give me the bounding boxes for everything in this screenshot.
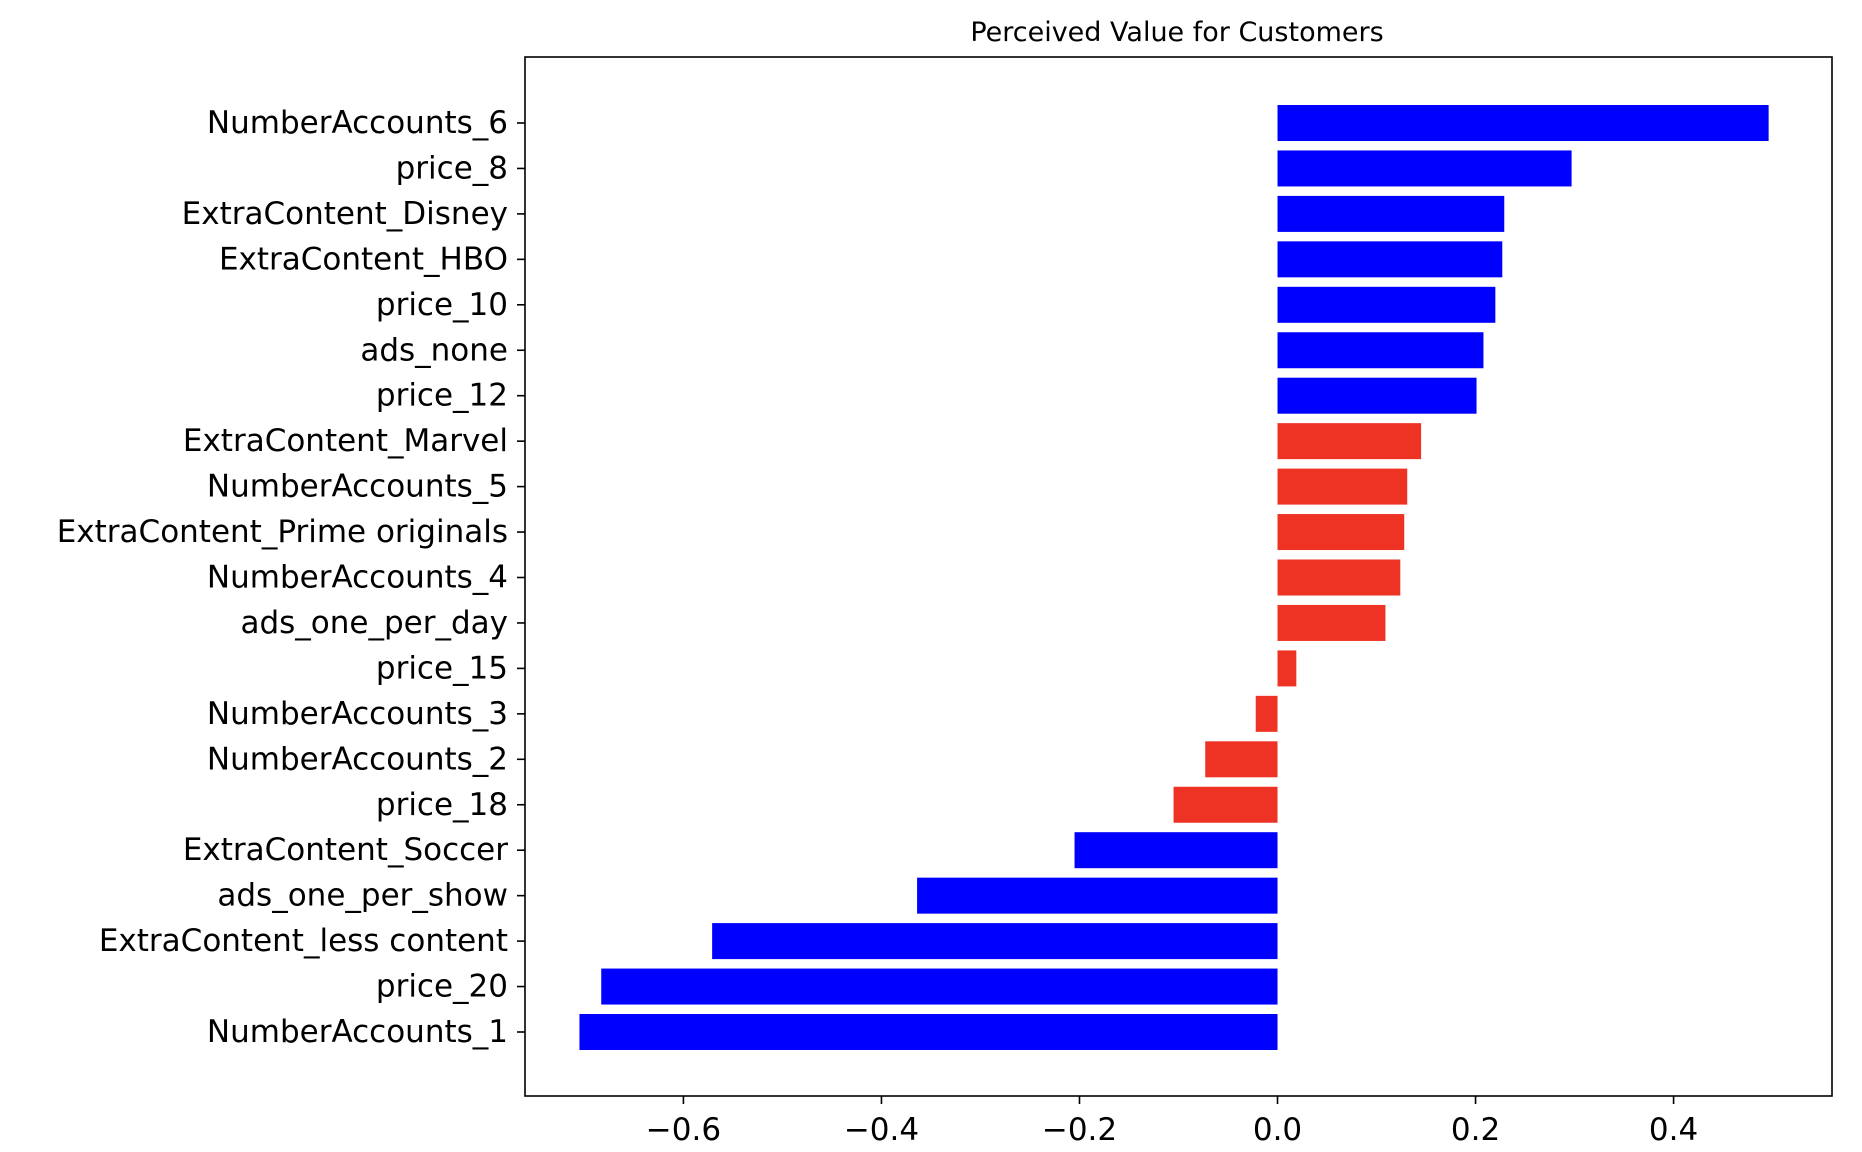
x-tick-label: 0.4 [1649, 1112, 1698, 1148]
x-tick-label: 0.0 [1253, 1112, 1302, 1148]
y-tick-label: price_10 [376, 287, 508, 323]
x-tick-label: 0.2 [1451, 1112, 1500, 1148]
y-tick-label: price_18 [376, 787, 508, 823]
bar [1277, 377, 1477, 414]
y-tick-label: ExtraContent_HBO [219, 241, 508, 277]
bar [1277, 241, 1503, 278]
y-tick-label: ExtraContent_Disney [182, 196, 508, 232]
y-tick-label: NumberAccounts_1 [207, 1014, 508, 1050]
y-tick-label: price_8 [396, 150, 508, 186]
bars-layer [579, 105, 1769, 1050]
bar [1277, 650, 1297, 687]
bar [1277, 423, 1422, 460]
y-tick-label: ExtraContent_Marvel [183, 423, 508, 459]
x-tick-label: −0.6 [646, 1112, 721, 1148]
bar [712, 923, 1278, 960]
bar [1205, 741, 1278, 778]
y-tick-label: NumberAccounts_4 [207, 560, 508, 596]
bar [1277, 195, 1505, 232]
plot-frame [524, 56, 1833, 1097]
bar [1277, 559, 1401, 596]
bar [1277, 468, 1408, 505]
x-axis: −0.6 −0.4 −0.2 0.0 0.2 0.4 [646, 1096, 1698, 1148]
bar [1277, 604, 1386, 641]
y-tick-label: ads_one_per_show [217, 878, 508, 914]
y-tick-label: NumberAccounts_6 [207, 105, 508, 141]
bar [1173, 786, 1278, 823]
y-tick-label: ExtraContent_Prime originals [57, 514, 508, 550]
y-tick-label: NumberAccounts_3 [207, 696, 508, 732]
x-tick-label: −0.4 [844, 1112, 919, 1148]
bar [579, 1014, 1278, 1050]
bar [1277, 332, 1484, 369]
chart-title: Perceived Value for Customers [970, 17, 1383, 48]
y-tick-label: ExtraContent_Soccer [183, 832, 508, 868]
bar [601, 968, 1278, 1005]
y-tick-label: price_15 [376, 650, 508, 686]
x-tick-label: −0.2 [1042, 1112, 1117, 1148]
bar [1277, 105, 1769, 141]
y-tick-label: price_20 [376, 969, 508, 1005]
y-tick-label: ads_one_per_day [240, 605, 508, 641]
y-axis: NumberAccounts_6 price_8 ExtraContent_Disn… [57, 105, 525, 1050]
bar [1277, 514, 1405, 551]
bar [1074, 832, 1278, 869]
y-tick-label: price_12 [376, 378, 508, 414]
bar [1255, 695, 1278, 732]
y-tick-label: ads_none [360, 332, 508, 368]
y-tick-label: ExtraContent_less content [99, 923, 508, 959]
bar [1277, 286, 1496, 323]
y-tick-label: NumberAccounts_5 [207, 469, 508, 505]
y-tick-label: NumberAccounts_2 [207, 741, 508, 777]
bar [1277, 150, 1572, 187]
bar [917, 877, 1278, 914]
